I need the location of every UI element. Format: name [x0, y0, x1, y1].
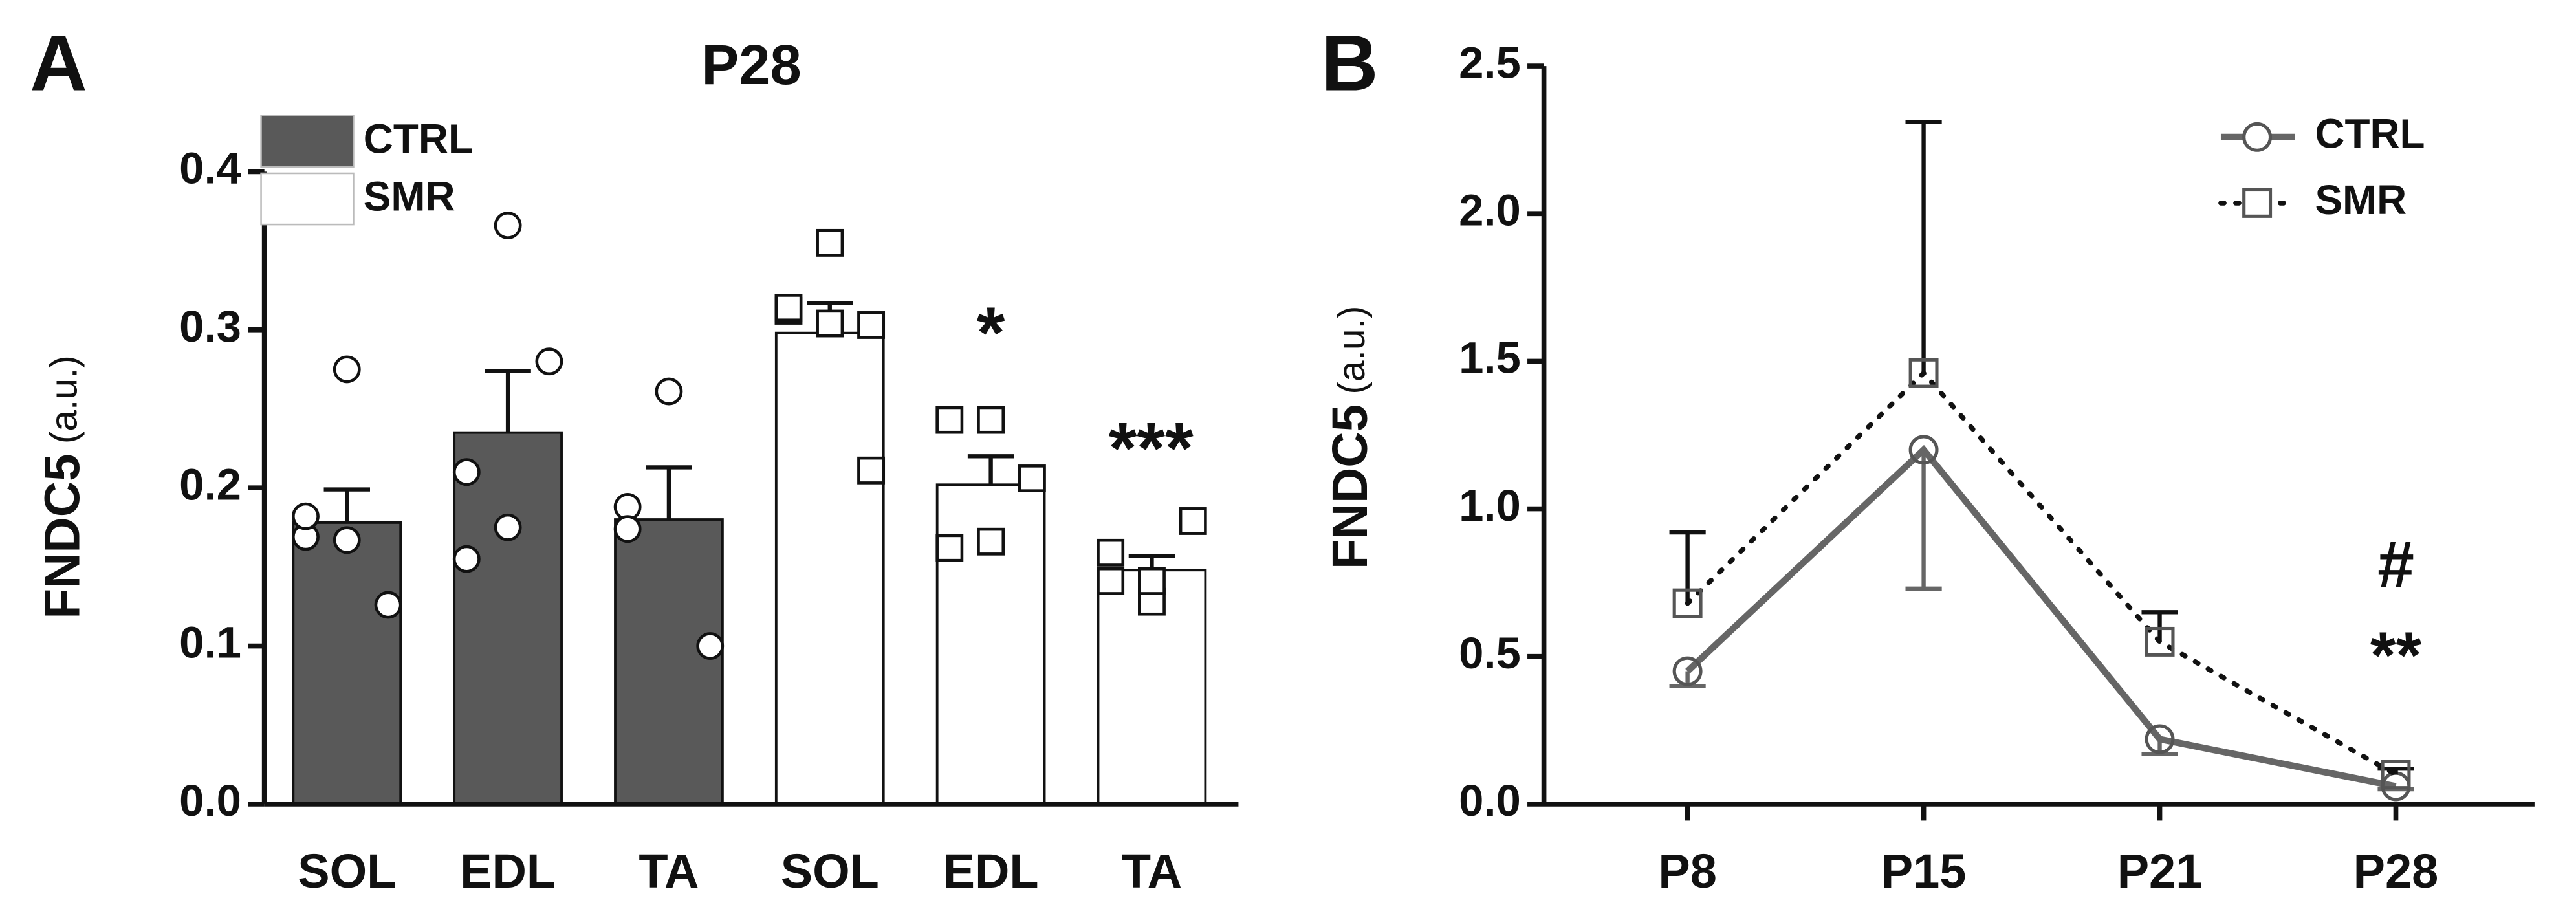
data-point — [1672, 588, 1703, 618]
y-tick-label: 0.0 — [179, 776, 241, 825]
x-tick-label: SOL — [781, 844, 879, 898]
y-tick-label: 0.5 — [1459, 628, 1521, 678]
chart-title: P28 — [701, 34, 801, 96]
data-point — [935, 534, 964, 562]
bar — [453, 431, 563, 805]
data-point — [1179, 507, 1207, 535]
legend-marker — [2242, 122, 2273, 152]
series-line — [1685, 444, 2397, 790]
y-tick-label: 0.1 — [179, 618, 241, 668]
data-point — [452, 458, 481, 486]
annotation: *** — [1109, 407, 1194, 488]
data-point — [494, 212, 522, 239]
bar — [614, 518, 724, 805]
y-tick-label: 0.0 — [1459, 776, 1521, 825]
y-tick-label: 1.0 — [1459, 481, 1521, 530]
data-point — [535, 347, 563, 376]
x-tick-label: P28 — [2353, 844, 2439, 898]
data-point — [1908, 435, 1939, 465]
x-tick-label: SOL — [298, 844, 396, 898]
y-axis-label: FNDC5 (a.u.) — [36, 355, 91, 618]
y-tick-label: 1.5 — [1459, 333, 1521, 383]
y-label-name: FNDC5 — [36, 454, 91, 618]
data-point — [2381, 760, 2411, 790]
y-tick-label: 2.0 — [1459, 185, 1521, 235]
data-point — [1672, 656, 1703, 686]
panel-label: A — [30, 19, 87, 107]
x-tick-label: P15 — [1881, 844, 1967, 898]
data-point — [292, 502, 320, 530]
data-point — [857, 311, 886, 339]
y-tick-label: 0.3 — [179, 301, 241, 351]
data-point — [935, 406, 964, 434]
data-point — [977, 406, 1005, 434]
series-line — [1685, 369, 2399, 778]
y-axis-label: FNDC5 (a.u.) — [1323, 306, 1378, 569]
data-point — [613, 515, 642, 543]
y-label-name: FNDC5 — [1323, 404, 1378, 569]
legend-label: CTRL — [364, 115, 474, 162]
y-tick-label: 0.4 — [179, 144, 241, 193]
data-point — [1097, 538, 1125, 567]
data-point — [452, 545, 481, 573]
data-point — [374, 591, 402, 619]
legend-swatch — [260, 172, 355, 226]
data-point — [816, 228, 844, 257]
panel-label: B — [1321, 19, 1378, 107]
x-tick-label: EDL — [943, 844, 1039, 898]
legend-label: SMR — [364, 173, 455, 220]
legend-marker — [2242, 188, 2273, 218]
data-point — [333, 526, 361, 554]
y-label-unit: (a.u.) — [43, 355, 85, 444]
bar — [774, 331, 885, 805]
data-point — [1018, 464, 1046, 492]
annotation: ** — [2370, 618, 2422, 692]
data-point — [1908, 358, 1939, 388]
data-point — [696, 632, 725, 660]
data-point — [2145, 724, 2175, 754]
x-tick-label: TA — [639, 844, 699, 898]
annotation: * — [977, 292, 1005, 373]
data-point — [333, 355, 361, 384]
data-point — [1138, 567, 1166, 595]
data-point — [816, 309, 844, 338]
x-tick-label: TA — [1122, 844, 1182, 898]
legend-label: SMR — [2315, 177, 2407, 223]
legend-swatch — [260, 115, 355, 168]
x-tick-label: P8 — [1658, 844, 1717, 898]
data-point — [977, 527, 1005, 556]
data-point — [655, 377, 683, 406]
data-point — [2145, 626, 2175, 657]
data-point — [857, 456, 886, 485]
data-point — [494, 513, 522, 541]
y-tick-label: 0.2 — [179, 459, 241, 509]
y-tick-label: 2.5 — [1459, 38, 1521, 87]
bar — [292, 521, 402, 805]
data-point — [1097, 567, 1125, 595]
legend-label: CTRL — [2315, 111, 2425, 157]
annotation: # — [2377, 527, 2414, 601]
x-tick-label: EDL — [460, 844, 556, 898]
data-point — [774, 294, 803, 322]
y-label-unit: (a.u.) — [1331, 306, 1373, 395]
x-tick-label: P21 — [2117, 844, 2203, 898]
